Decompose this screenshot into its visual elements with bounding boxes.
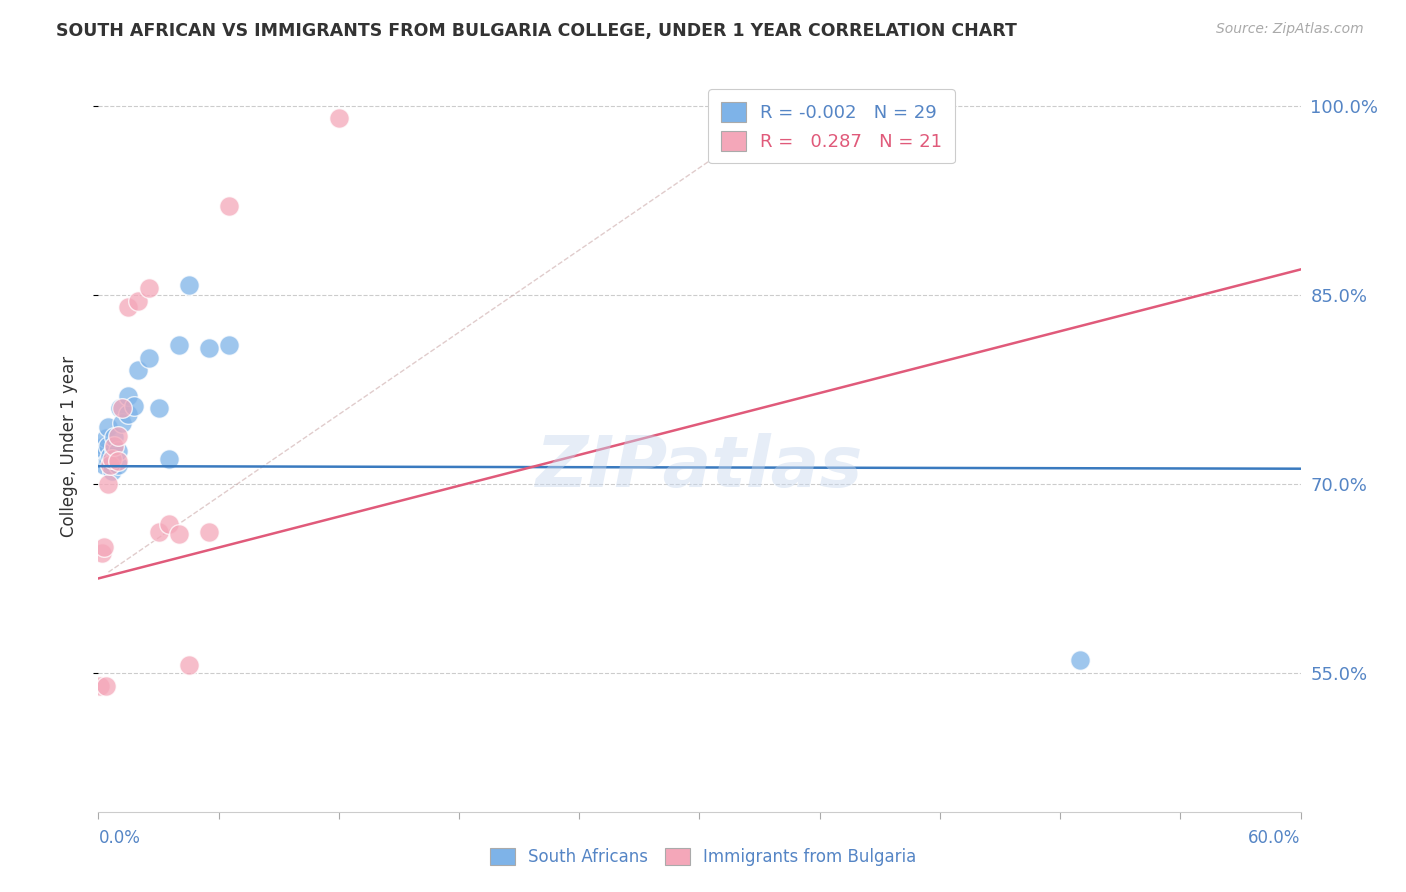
Point xyxy=(117,408,139,422)
Point xyxy=(91,546,114,560)
Point xyxy=(167,338,190,352)
Point xyxy=(157,517,180,532)
Point xyxy=(218,199,240,213)
Point xyxy=(197,341,219,355)
Point xyxy=(101,464,124,478)
Point xyxy=(107,454,129,468)
Point xyxy=(107,444,129,458)
Point xyxy=(93,540,115,554)
Point xyxy=(110,401,132,416)
Legend: South Africans, Immigrants from Bulgaria: South Africans, Immigrants from Bulgaria xyxy=(481,840,925,875)
Point xyxy=(103,430,125,444)
Point xyxy=(107,429,129,443)
Point xyxy=(157,451,180,466)
Point xyxy=(138,351,160,365)
Point xyxy=(103,442,125,456)
Point xyxy=(101,451,124,466)
Text: SOUTH AFRICAN VS IMMIGRANTS FROM BULGARIA COLLEGE, UNDER 1 YEAR CORRELATION CHAR: SOUTH AFRICAN VS IMMIGRANTS FROM BULGARI… xyxy=(56,22,1017,40)
Point xyxy=(167,527,190,541)
Point xyxy=(107,458,129,472)
Text: Source: ZipAtlas.com: Source: ZipAtlas.com xyxy=(1216,22,1364,37)
Point xyxy=(89,679,111,693)
Text: 60.0%: 60.0% xyxy=(1249,829,1301,847)
Legend: R = -0.002   N = 29, R =   0.287   N = 21: R = -0.002 N = 29, R = 0.287 N = 21 xyxy=(709,89,955,163)
Point xyxy=(177,658,200,673)
Y-axis label: College, Under 1 year: College, Under 1 year xyxy=(59,355,77,537)
Point xyxy=(97,439,120,453)
Point xyxy=(91,451,114,466)
Point xyxy=(103,439,125,453)
Point xyxy=(748,139,770,153)
Point xyxy=(96,445,118,459)
Point xyxy=(117,300,139,314)
Point xyxy=(100,458,122,472)
Point xyxy=(96,432,118,446)
Text: ZIPatlas: ZIPatlas xyxy=(536,434,863,502)
Point xyxy=(97,476,120,491)
Point xyxy=(124,399,146,413)
Point xyxy=(93,439,115,453)
Point xyxy=(197,524,219,539)
Point xyxy=(97,454,120,468)
Point xyxy=(1069,653,1091,667)
Point xyxy=(117,388,139,402)
Point xyxy=(100,449,122,463)
Point xyxy=(177,277,200,292)
Point xyxy=(128,293,150,308)
Point xyxy=(148,401,170,416)
Point xyxy=(128,363,150,377)
Point xyxy=(97,420,120,434)
Point xyxy=(111,401,134,416)
Point xyxy=(138,281,160,295)
Point xyxy=(218,338,240,352)
Point xyxy=(93,458,115,472)
Point xyxy=(96,679,118,693)
Point xyxy=(111,417,134,431)
Point xyxy=(148,524,170,539)
Text: 0.0%: 0.0% xyxy=(98,829,141,847)
Point xyxy=(328,111,350,125)
